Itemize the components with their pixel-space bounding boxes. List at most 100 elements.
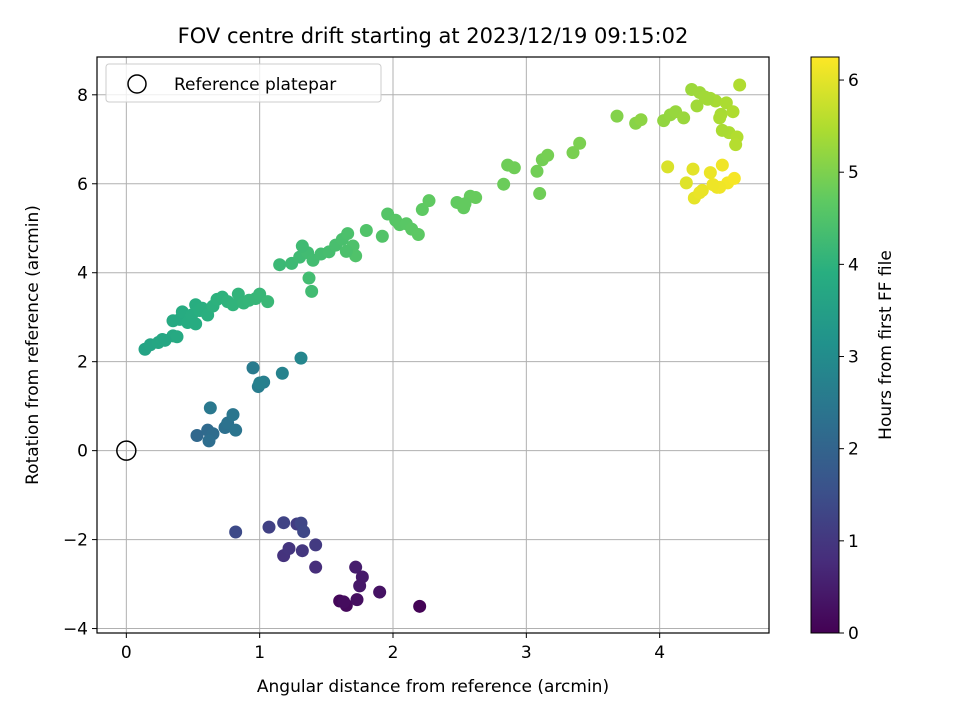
data-point: [282, 541, 296, 555]
data-point: [253, 376, 267, 390]
data-point: [497, 177, 511, 191]
reference-platepar-point: [116, 440, 137, 461]
grid-lines: [97, 57, 769, 633]
y-tick-label: 6: [77, 175, 88, 195]
data-point: [353, 579, 367, 593]
data-point: [350, 593, 364, 607]
data-point: [166, 314, 180, 328]
legend-box: [105, 63, 382, 103]
data-point: [273, 258, 287, 272]
data-point: [203, 401, 217, 415]
data-point: [690, 99, 704, 113]
data-point: [295, 239, 309, 253]
data-point: [634, 113, 648, 127]
data-point: [677, 111, 691, 125]
data-point: [693, 186, 707, 200]
data-point: [189, 317, 203, 331]
chart-title: FOV centre drift starting at 2023/12/19 …: [178, 24, 689, 48]
data-point: [229, 525, 243, 539]
data-point: [294, 351, 308, 365]
colorbar-gradient: [810, 56, 840, 634]
data-point: [727, 171, 741, 185]
data-point: [229, 423, 243, 437]
data-point: [713, 111, 727, 125]
colorbar-tick-label: 6: [848, 71, 859, 91]
y-tick-label: 2: [77, 353, 88, 373]
colorbar-tick-label: 1: [848, 532, 859, 552]
y-tick-label: −2: [63, 531, 88, 551]
data-point: [277, 516, 291, 530]
y-tick-label: −4: [63, 620, 88, 640]
colorbar-ticks: 0 1 2 3 4 5 6: [839, 71, 859, 644]
data-point: [733, 78, 747, 92]
data-point: [341, 227, 355, 241]
data-point: [701, 92, 715, 106]
data-point: [573, 136, 587, 150]
data-point: [261, 295, 275, 309]
y-tick-label: 0: [77, 442, 88, 462]
colorbar-tick-label: 3: [848, 348, 859, 368]
data-point: [715, 158, 729, 172]
axis-ticks: 0 1 2 3 4 −4 −2 0 2 4 6 8: [63, 86, 665, 663]
y-tick-label: 4: [77, 264, 88, 284]
data-point: [295, 544, 309, 558]
legend: Reference platepar: [105, 63, 382, 103]
colorbar-tick-label: 5: [848, 163, 859, 183]
data-point: [507, 161, 521, 175]
data-point: [297, 525, 311, 539]
x-axis-label: Angular distance from reference (arcmin): [257, 677, 609, 697]
data-point: [309, 538, 323, 552]
colorbar-tick-label: 4: [848, 255, 859, 275]
data-point: [359, 223, 373, 237]
data-point: [309, 560, 323, 574]
data-points: [138, 78, 747, 613]
data-point: [679, 176, 693, 190]
data-point: [170, 330, 184, 344]
data-point: [686, 162, 700, 176]
data-point: [339, 244, 353, 258]
y-tick-label: 8: [77, 86, 88, 106]
colorbar: 0 1 2 3 4 5 6 Hours from first FF file: [810, 56, 896, 644]
data-point: [349, 560, 363, 574]
data-point: [246, 361, 260, 375]
x-tick-label: 3: [521, 643, 532, 663]
data-point: [729, 138, 743, 152]
reference-marker: [116, 440, 137, 461]
data-point: [469, 191, 483, 205]
data-point: [661, 160, 675, 174]
data-point: [726, 105, 740, 119]
data-point: [202, 434, 216, 448]
data-point: [415, 203, 429, 217]
data-point: [275, 366, 289, 380]
data-point: [158, 333, 172, 347]
data-point: [226, 408, 240, 422]
plot-frame: [96, 56, 770, 634]
data-point: [373, 585, 387, 599]
x-tick-label: 4: [654, 643, 665, 663]
data-point: [226, 298, 240, 312]
data-point: [715, 123, 729, 137]
data-point: [262, 520, 276, 534]
legend-marker-icon: [127, 74, 147, 94]
data-point: [337, 595, 351, 609]
data-point: [703, 166, 717, 180]
data-point: [458, 197, 472, 211]
data-point: [190, 429, 204, 443]
legend-label: Reference platepar: [174, 75, 336, 95]
data-point: [610, 109, 624, 123]
data-point: [375, 229, 389, 243]
colorbar-tick-label: 2: [848, 440, 859, 460]
data-point: [541, 148, 555, 162]
data-point: [422, 194, 436, 208]
colorbar-label: Hours from first FF file: [876, 250, 896, 440]
data-point: [566, 146, 580, 160]
data-point: [719, 96, 733, 110]
data-point: [533, 187, 547, 201]
data-point: [302, 271, 316, 285]
data-point: [411, 227, 425, 241]
colorbar-tick-label: 0: [848, 624, 859, 644]
data-point: [706, 178, 720, 192]
x-tick-label: 1: [254, 643, 265, 663]
